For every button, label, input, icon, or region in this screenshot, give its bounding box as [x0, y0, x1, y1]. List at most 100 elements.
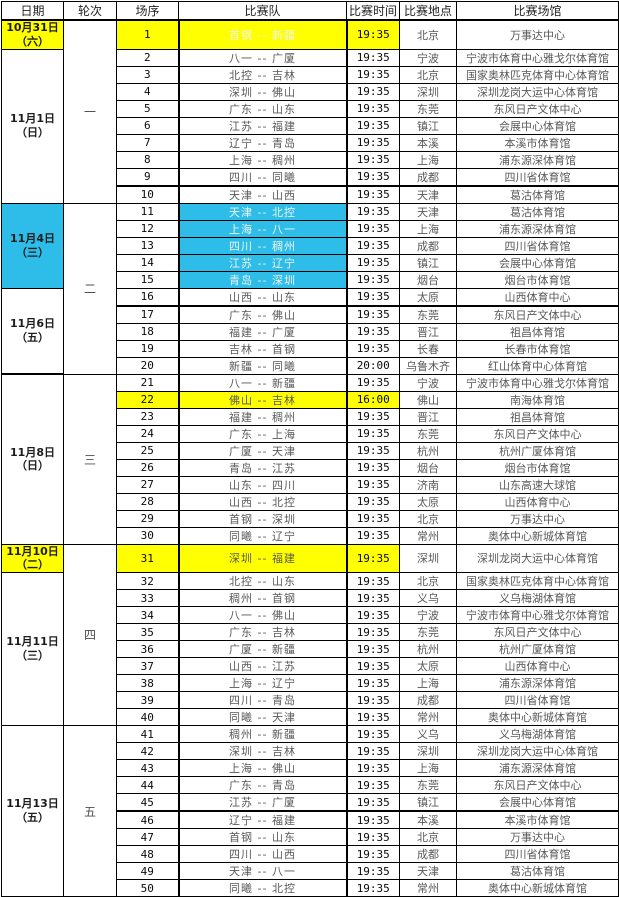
- match-no-cell: 10: [116, 185, 179, 204]
- table-row: 4 深圳 -- 佛山 19:35 深圳 深圳龙岗大运中心体育馆: [2, 82, 619, 101]
- venue-cell: 山西体育中心: [456, 492, 619, 511]
- city-cell: 杭州: [399, 441, 457, 460]
- venue-cell: 东风日产文体中心: [456, 623, 619, 641]
- match-no-cell: 18: [116, 322, 179, 341]
- venue-cell: 本溪市体育馆: [456, 133, 619, 152]
- time-cell: 19:35: [345, 339, 400, 358]
- table-row: 36 广厦 -- 新疆 19:35 杭州 杭州广厦体育馆: [2, 640, 619, 658]
- table-row: 28 山西 -- 北控 19:35 太原 山西体育中心: [2, 492, 619, 511]
- venue-cell: 四川省体育馆: [456, 236, 619, 255]
- city-cell: 东莞: [399, 623, 457, 641]
- teams-cell: 首钢 -- 山东: [177, 828, 347, 846]
- teams-cell: 江苏 -- 辽宁: [177, 253, 347, 272]
- venue-cell: 浦东源深体育馆: [456, 150, 619, 169]
- venue-cell: 山东高速大球馆: [456, 475, 619, 494]
- teams-cell: 稠州 -- 新疆: [177, 725, 347, 743]
- match-no-cell: 13: [116, 236, 179, 255]
- city-cell: 东莞: [399, 776, 457, 794]
- teams-cell: 四川 -- 同曦: [177, 167, 347, 187]
- time-cell: 20:00: [345, 356, 400, 375]
- city-cell: 上海: [399, 759, 457, 777]
- table-body: 10月31日 （六）一 1 首钢 -- 新疆 19:35 北京 万事达中心 11月1日 （日） 2…: [1, 19, 619, 897]
- teams-cell: 四川 -- 山西: [177, 845, 347, 863]
- table-row: 42 深圳 -- 吉林 19:35 深圳 深圳龙岗大运中心体育馆: [2, 742, 619, 760]
- time-cell: 19:35: [345, 526, 400, 545]
- teams-cell: 北控 -- 吉林: [177, 65, 347, 84]
- match-no-cell: 1: [116, 19, 179, 50]
- table-row: 14 江苏 -- 辽宁 19:35 镇江 会展中心体育馆: [2, 253, 619, 272]
- teams-cell: 广厦 -- 新疆: [177, 640, 347, 658]
- time-cell: 19:35: [345, 219, 400, 238]
- date-line: （五）: [16, 330, 49, 344]
- table-row: 10 天津 -- 山西 19:35 天津 葛沽体育馆: [2, 185, 619, 204]
- city-cell: 上海: [399, 674, 457, 692]
- match-no-cell: 6: [116, 116, 179, 135]
- date-line: 10月31日: [6, 21, 59, 34]
- teams-cell: 广东 -- 吉林: [177, 623, 347, 641]
- match-no-cell: 45: [116, 793, 179, 812]
- city-cell: 深圳: [399, 742, 457, 760]
- time-cell: 19:35: [345, 674, 400, 692]
- city-cell: 济南: [399, 475, 457, 494]
- venue-cell: 万事达中心: [456, 19, 619, 50]
- city-cell: 上海: [399, 219, 457, 238]
- date-cell: 11月8日 （日）: [1, 373, 64, 545]
- time-cell: 19:35: [345, 640, 400, 658]
- teams-cell: 广东 -- 青岛: [177, 776, 347, 794]
- venue-cell: 义乌梅湖体育馆: [456, 725, 619, 743]
- venue-cell: 东风日产文体中心: [456, 776, 619, 794]
- city-cell: 义乌: [399, 589, 457, 607]
- match-no-cell: 44: [116, 776, 179, 794]
- time-cell: 16:00: [345, 390, 400, 409]
- match-no-cell: 22: [116, 390, 179, 409]
- match-no-cell: 48: [116, 845, 179, 863]
- teams-cell: 四川 -- 青岛: [177, 691, 347, 709]
- match-no-cell: 37: [116, 657, 179, 675]
- match-no-cell: 14: [116, 253, 179, 272]
- city-cell: 杭州: [399, 640, 457, 658]
- match-no-cell: 2: [116, 48, 179, 67]
- city-cell: 乌鲁木齐: [399, 356, 457, 375]
- match-no-cell: 38: [116, 674, 179, 692]
- match-no-cell: 24: [116, 424, 179, 443]
- table-row: 22 佛山 -- 吉林 16:00 佛山 南海体育馆: [2, 390, 619, 409]
- teams-cell: 辽宁 -- 青岛: [177, 133, 347, 152]
- time-cell: 19:35: [345, 116, 400, 135]
- venue-cell: 宁波市体育中心雅戈尔体育馆: [456, 606, 619, 624]
- table-row: 10月31日 （六）一 1 首钢 -- 新疆 19:35 北京 万事达中心: [1, 19, 619, 204]
- city-cell: 宁波: [399, 373, 457, 392]
- teams-cell: 同曦 -- 北控: [177, 879, 347, 897]
- table-row: 9 四川 -- 同曦 19:35 成都 四川省体育馆: [2, 167, 619, 187]
- teams-cell: 首钢 -- 深圳: [177, 509, 347, 528]
- column-header-match-no: 场序: [116, 1, 179, 21]
- time-cell: 19:35: [345, 185, 400, 204]
- city-cell: 义乌: [399, 725, 457, 743]
- teams-cell: 山西 -- 江苏: [177, 657, 347, 675]
- time-cell: 19:35: [345, 862, 400, 880]
- table-row: 11月6日 （五） 16 山西 -- 山东 19:35 太原 山西体育中心: [1, 287, 619, 375]
- teams-cell: 广厦 -- 天津: [177, 441, 347, 460]
- city-cell: 上海: [399, 150, 457, 169]
- date-line: （三）: [16, 245, 49, 259]
- city-cell: 长春: [399, 339, 457, 358]
- city-cell: 宁波: [399, 606, 457, 624]
- venue-cell: 山西体育中心: [456, 657, 619, 675]
- date-line: （日）: [16, 459, 49, 473]
- match-no-cell: 4: [116, 82, 179, 101]
- table-row: 11月8日 （日）三 21 八一 -- 新疆 19:35 宁波 宁波市体育中心雅戈尔体育馆: [1, 373, 619, 545]
- venue-cell: 奥体中心新城体育馆: [456, 879, 619, 897]
- date-line: 11月10日: [6, 544, 59, 558]
- city-cell: 北京: [399, 572, 457, 590]
- venue-cell: 浦东源深体育馆: [456, 674, 619, 692]
- time-cell: 19:35: [345, 623, 400, 641]
- round-cell: 一: [63, 19, 117, 204]
- city-cell: 本溪: [399, 133, 457, 152]
- venue-cell: 宁波市体育中心雅戈尔体育馆: [456, 48, 619, 67]
- venue-cell: 东风日产文体中心: [456, 424, 619, 443]
- table-row: 11月10日 （二）四 31 深圳 -- 福建 19:35 深圳 深圳龙岗大运中心体育馆: [1, 543, 619, 726]
- match-no-cell: 33: [116, 589, 179, 607]
- teams-cell: 江苏 -- 福建: [177, 116, 347, 135]
- time-cell: 19:35: [345, 742, 400, 760]
- venue-cell: 深圳龙岗大运中心体育馆: [456, 543, 619, 573]
- table-row: 26 青岛 -- 江苏 19:35 烟台 烟台市体育馆: [2, 458, 619, 477]
